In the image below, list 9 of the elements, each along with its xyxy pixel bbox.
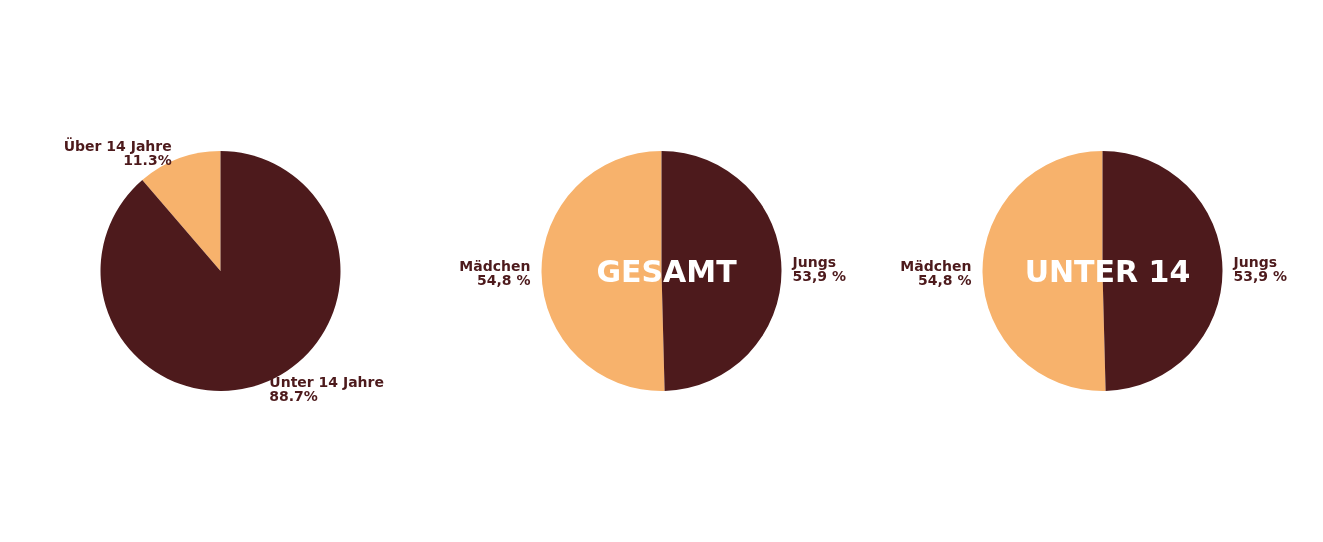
slice-label: Jungs (791, 254, 836, 271)
slice-label: Unter 14 Jahre (269, 374, 384, 391)
data-label: 54,8 % (918, 271, 972, 288)
slice-label: Jungs (1232, 254, 1277, 271)
slice-label: Über 14 Jahre (63, 136, 172, 154)
slice-label: Mädchen (459, 257, 531, 274)
data-label: 88.7% (269, 388, 318, 405)
slice-label: Mädchen (900, 257, 972, 274)
data-label: 54,8 % (477, 271, 531, 288)
